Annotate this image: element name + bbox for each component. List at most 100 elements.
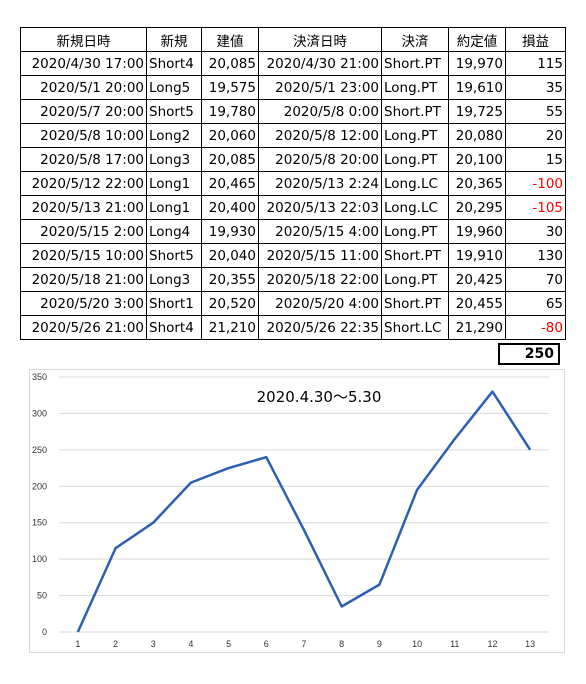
cell-open-datetime: 2020/5/7 20:00 [20, 99, 147, 124]
x-tick-label: 1 [75, 639, 80, 649]
cell-close-datetime: 2020/4/30 21:00 [258, 51, 382, 76]
cell-entry-price: 20,400 [201, 195, 259, 220]
cell-close-datetime: 2020/5/13 2:24 [258, 171, 382, 196]
cell-close-datetime: 2020/5/8 0:00 [258, 99, 382, 124]
cell-open-datetime: 2020/4/30 17:00 [20, 51, 147, 76]
cell-fill-price: 20,425 [448, 267, 506, 292]
cell-open-side: Short4 [146, 51, 202, 76]
cell-fill-price: 19,970 [448, 51, 506, 76]
header-open-datetime: 新規日時 [20, 27, 147, 52]
x-tick-label: 7 [301, 639, 306, 649]
cell-close-type: Long.PT [381, 75, 449, 100]
cell-fill-price: 20,080 [448, 123, 506, 148]
cell-profit-loss: 70 [505, 267, 566, 292]
cell-close-type: Short.LC [381, 315, 449, 340]
table-row: 2020/5/15 10:00 Short5 20,040 2020/5/15 11:… [20, 243, 566, 268]
cell-entry-price: 19,780 [201, 99, 259, 124]
cell-open-side: Long3 [146, 267, 202, 292]
cell-close-datetime: 2020/5/26 22:35 [258, 315, 382, 340]
header-fill-price: 約定値 [448, 27, 506, 52]
y-tick-label: 100 [32, 554, 47, 564]
x-tick-label: 4 [188, 639, 193, 649]
cell-close-type: Short.PT [381, 291, 449, 316]
x-tick-label: 12 [487, 639, 497, 649]
cell-open-datetime: 2020/5/15 10:00 [20, 243, 147, 268]
table-row: 2020/5/8 10:00 Long2 20,060 2020/5/8 12:00 L… [20, 123, 566, 148]
cell-close-datetime: 2020/5/15 4:00 [258, 219, 382, 244]
cell-fill-price: 19,960 [448, 219, 506, 244]
cell-fill-price: 21,290 [448, 315, 506, 340]
cell-profit-loss: 30 [505, 219, 566, 244]
cell-open-datetime: 2020/5/13 21:00 [20, 195, 147, 220]
cell-open-side: Short5 [146, 243, 202, 268]
cell-entry-price: 20,520 [201, 291, 259, 316]
cell-open-side: Short4 [146, 315, 202, 340]
table-row: 2020/5/15 2:00 Long4 19,930 2020/5/15 4:00 L… [20, 219, 566, 244]
cell-open-side: Long3 [146, 147, 202, 172]
cell-open-side: Long2 [146, 123, 202, 148]
cell-entry-price: 20,060 [201, 123, 259, 148]
cell-entry-price: 19,575 [201, 75, 259, 100]
cell-open-datetime: 2020/5/15 2:00 [20, 219, 147, 244]
cell-close-type: Short.PT [381, 51, 449, 76]
table-row: 2020/5/1 20:00 Long5 19,575 2020/5/1 23:00 L… [20, 75, 566, 100]
cell-open-side: Long1 [146, 171, 202, 196]
cell-profit-loss: 115 [505, 51, 566, 76]
cell-close-type: Short.PT [381, 243, 449, 268]
y-tick-label: 200 [32, 481, 47, 491]
table-row: 2020/5/13 21:00 Long1 20,400 2020/5/13 22:0… [20, 195, 566, 220]
cell-open-side: Long4 [146, 219, 202, 244]
cell-fill-price: 19,725 [448, 99, 506, 124]
cell-profit-loss: 65 [505, 291, 566, 316]
cell-close-type: Long.LC [381, 195, 449, 220]
cell-fill-price: 20,365 [448, 171, 506, 196]
cell-fill-price: 20,295 [448, 195, 506, 220]
cell-fill-price: 20,100 [448, 147, 506, 172]
table-header-row: 新規日時 新規 建値 決済日時 決済 約定値 損益 [20, 27, 566, 52]
cell-close-type: Short.PT [381, 99, 449, 124]
x-tick-label: 6 [264, 639, 269, 649]
x-tick-label: 10 [412, 639, 422, 649]
cell-entry-price: 20,355 [201, 267, 259, 292]
header-profit-loss: 損益 [505, 27, 566, 52]
cell-close-datetime: 2020/5/20 4:00 [258, 291, 382, 316]
header-entry-price: 建値 [201, 27, 259, 52]
cell-entry-price: 20,085 [201, 147, 259, 172]
cell-close-datetime: 2020/5/18 22:00 [258, 267, 382, 292]
cell-open-datetime: 2020/5/8 10:00 [20, 123, 147, 148]
cell-open-datetime: 2020/5/26 21:00 [20, 315, 147, 340]
total-profit-cell: 250 [498, 343, 560, 365]
cell-profit-loss: -80 [505, 315, 566, 340]
cell-fill-price: 19,610 [448, 75, 506, 100]
cell-close-datetime: 2020/5/8 20:00 [258, 147, 382, 172]
table-row: 2020/5/7 20:00 Short5 19,780 2020/5/8 0:00 S… [20, 99, 566, 124]
cell-entry-price: 19,930 [201, 219, 259, 244]
cell-close-datetime: 2020/5/8 12:00 [258, 123, 382, 148]
cell-open-datetime: 2020/5/8 17:00 [20, 147, 147, 172]
cell-entry-price: 20,465 [201, 171, 259, 196]
cell-open-side: Long5 [146, 75, 202, 100]
table-row: 2020/5/26 21:00 Short4 21,210 2020/5/26 22:… [20, 315, 566, 340]
y-tick-label: 50 [37, 591, 47, 601]
cell-close-datetime: 2020/5/13 22:03 [258, 195, 382, 220]
header-open-side: 新規 [146, 27, 202, 52]
x-tick-label: 5 [226, 639, 231, 649]
header-close-datetime: 決済日時 [258, 27, 382, 52]
cell-profit-loss: -105 [505, 195, 566, 220]
cell-close-datetime: 2020/5/1 23:00 [258, 75, 382, 100]
y-tick-label: 250 [32, 445, 47, 455]
chart-title: 2020.4.30～5.30 [257, 388, 382, 406]
x-tick-label: 3 [151, 639, 156, 649]
cell-profit-loss: 15 [505, 147, 566, 172]
table-row: 2020/5/8 17:00 Long3 20,085 2020/5/8 20:00 L… [20, 147, 566, 172]
x-tick-label: 13 [525, 639, 535, 649]
x-tick-label: 2 [113, 639, 118, 649]
cell-close-type: Long.PT [381, 123, 449, 148]
cell-profit-loss: 35 [505, 75, 566, 100]
x-tick-label: 11 [450, 639, 459, 649]
y-tick-label: 150 [32, 518, 47, 528]
y-tick-label: 300 [32, 408, 47, 418]
x-tick-label: 9 [377, 639, 382, 649]
cell-open-datetime: 2020/5/18 21:00 [20, 267, 147, 292]
